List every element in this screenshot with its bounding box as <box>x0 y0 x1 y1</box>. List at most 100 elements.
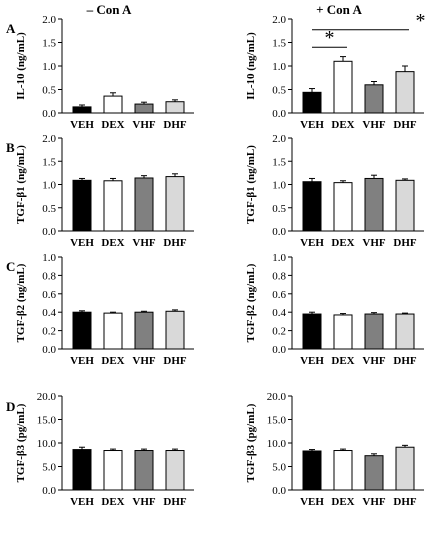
panel-a-left: 0.0 0.5 1.0 1.5 2.0 VEH DEX VHF DHF IL-10 (ng/mL) <box>15 14 194 131</box>
panel-d-right-ytick-label: 20.0 <box>267 391 287 403</box>
panel-d-right-bar-veh <box>302 450 322 491</box>
panel-d-right-category-label: DEX <box>331 496 354 508</box>
panel-b-right-bar-vhf <box>364 177 384 232</box>
panel-b-left-category-label: DHF <box>163 237 187 249</box>
panel-b-right-bar-dex <box>333 182 353 232</box>
panel-d-left-bar-dex <box>103 450 123 491</box>
panel-c-left-ytick-label: 0.8 <box>42 270 56 282</box>
panel-a-left-bar-veh <box>72 106 92 114</box>
panel-a-right-ytick-label: 2.0 <box>272 14 286 26</box>
panel-c-left-bar-vhf <box>134 311 154 350</box>
panel-b-right: 0.0 0.5 1.0 1.5 2.0 VEH DEX VHF DHF TGF-β1 (ng/mL… <box>245 133 424 249</box>
panel-d-right-category-label: VHF <box>362 496 386 508</box>
panel-d-left-bar-veh <box>72 449 92 491</box>
panel-c-left-category-label: VHF <box>132 355 156 367</box>
panel-d-right-ytick-label: 15.0 <box>267 415 287 427</box>
panel-d-right-ytick-label: 5.0 <box>272 462 286 474</box>
panel-b-right-category-label: VHF <box>362 237 386 249</box>
panel-a-right-significance-star: * <box>325 27 335 49</box>
panel-a-right-y-axis-label: IL-10 (ng/mL) <box>245 32 257 100</box>
panel-b-left-ytick-label: 0.0 <box>42 226 56 238</box>
panel-a-left-ytick-label: 2.0 <box>42 14 56 26</box>
panel-c-right-y-axis-label: TGF-β2 (ng/mL) <box>245 263 257 342</box>
panel-d-left-category-label: DHF <box>163 496 187 508</box>
panel-d-left-category-label: DEX <box>101 496 124 508</box>
row-letter-c: C <box>6 259 15 274</box>
panel-b-right-ytick-label: 1.5 <box>272 156 286 168</box>
panel-a-left-bar-dhf <box>165 101 185 114</box>
row-letter-b: B <box>6 140 15 155</box>
panel-c-left-ytick-label: 0.2 <box>42 326 56 338</box>
panel-a-left-ytick-label: 1.0 <box>42 61 56 73</box>
panel-c-right-bar-vhf <box>364 313 384 350</box>
panel-b-left-ytick-label: 0.5 <box>42 203 56 215</box>
panel-d-left-category-label: VEH <box>70 496 94 508</box>
panel-a-left-bar-vhf <box>134 103 154 114</box>
panel-b-right-category-label: DEX <box>331 237 354 249</box>
panel-d-left: 0.0 5.0 10.0 15.0 20.0 VEH DEX VHF DHF TGF-β3 (pg… <box>15 391 194 508</box>
panel-d-right-y-axis-label: TGF-β3 (pg/mL) <box>245 403 257 482</box>
panel-b-left-bar-vhf <box>134 177 154 232</box>
panel-d-left-bar-dhf <box>165 450 185 491</box>
panel-b-right-y-axis-label: TGF-β1 (ng/mL) <box>245 145 257 224</box>
row-letter-a: A <box>6 21 16 36</box>
column-header-plus-con-a: + Con A <box>316 2 362 17</box>
panel-b-left-category-label: VEH <box>70 237 94 249</box>
panel-b-right-ytick-label: 1.0 <box>272 180 286 192</box>
panel-d-left-ytick-label: 15.0 <box>37 415 57 427</box>
panel-c-right-ytick-label: 0.6 <box>272 289 286 301</box>
panel-a-right-category-label: VHF <box>362 119 386 131</box>
panel-a-left-category-label: VEH <box>70 119 94 131</box>
panel-b-left-ytick-label: 2.0 <box>42 133 56 145</box>
panel-a-left-ytick-label: 0.5 <box>42 85 56 97</box>
panel-c-right-category-label: VHF <box>362 355 386 367</box>
panel-d-right-bar-dhf <box>395 446 415 491</box>
panel-a-right-ytick-label: 0.5 <box>272 85 286 97</box>
panel-c-left: 0.0 0.2 0.4 0.6 0.8 1.0 VEH DEX VHF DHF TGF-β2 (ng… <box>15 252 194 367</box>
panel-c-left-ytick-label: 0.4 <box>42 307 56 319</box>
panel-a-right-significance-star: * <box>416 10 426 32</box>
panel-b-left-ytick-label: 1.5 <box>42 156 56 168</box>
panel-b-right-category-label: DHF <box>393 237 417 249</box>
panel-a-left-ytick-label: 1.5 <box>42 38 56 50</box>
panel-c-left-category-label: DEX <box>101 355 124 367</box>
chart-panels: 0.0 0.5 1.0 1.5 2.0 VEH DEX VHF DHF IL-10 (ng/mL)… <box>15 10 426 508</box>
panel-c-left-ytick-label: 0.0 <box>42 344 56 356</box>
panel-a-right-ytick-label: 1.5 <box>272 38 286 50</box>
panel-b-left: 0.0 0.5 1.0 1.5 2.0 VEH DEX VHF DHF TGF-β1 (ng/mL… <box>15 133 194 249</box>
panel-a-right-category-label: VEH <box>300 119 324 131</box>
panel-d-right: 0.0 5.0 10.0 15.0 20.0 VEH DEX VHF DHF TGF-β3 (pg… <box>245 391 424 508</box>
panel-b-left-bar-veh <box>72 179 92 232</box>
panel-a-left-category-label: DHF <box>163 119 187 131</box>
panel-c-right-category-label: VEH <box>300 355 324 367</box>
panel-a-left-bar-dex <box>103 95 123 114</box>
panel-b-left-category-label: DEX <box>101 237 124 249</box>
panel-d-right-category-label: VEH <box>300 496 324 508</box>
panel-a-right-bar-dex <box>333 60 353 114</box>
panel-c-right-category-label: DEX <box>331 355 354 367</box>
panel-d-left-ytick-label: 20.0 <box>37 391 57 403</box>
panel-c-right-ytick-label: 0.4 <box>272 307 286 319</box>
panel-d-right-bar-dex <box>333 450 353 491</box>
panel-c-left-category-label: VEH <box>70 355 94 367</box>
panel-b-left-bar-dhf <box>165 176 185 232</box>
panel-a-right-bar-vhf <box>364 84 384 114</box>
panel-d-right-category-label: DHF <box>393 496 417 508</box>
panel-d-right-bar-vhf <box>364 455 384 491</box>
panel-a-left-ytick-label: 0.0 <box>42 108 56 120</box>
row-letter-d: D <box>6 399 15 414</box>
column-header-minus-con-a: – Con A <box>86 2 132 17</box>
panel-b-right-ytick-label: 0.5 <box>272 203 286 215</box>
panel-c-right-category-label: DHF <box>393 355 417 367</box>
panel-d-left-y-axis-label: TGF-β3 (pg/mL) <box>15 403 27 482</box>
panel-a-right-bar-veh <box>302 91 322 114</box>
panel-d-right-ytick-label: 10.0 <box>267 438 287 450</box>
panel-d-left-ytick-label: 10.0 <box>37 438 57 450</box>
panel-c-left-bar-veh <box>72 311 92 350</box>
panel-b-right-ytick-label: 0.0 <box>272 226 286 238</box>
panel-c-left-bar-dhf <box>165 310 185 350</box>
panel-c-right-bar-dex <box>333 314 353 350</box>
panel-d-left-bar-vhf <box>134 450 154 491</box>
panel-c-right: 0.0 0.2 0.4 0.6 0.8 1.0 VEH DEX VHF DHF TGF-β2 (ng… <box>245 252 424 367</box>
